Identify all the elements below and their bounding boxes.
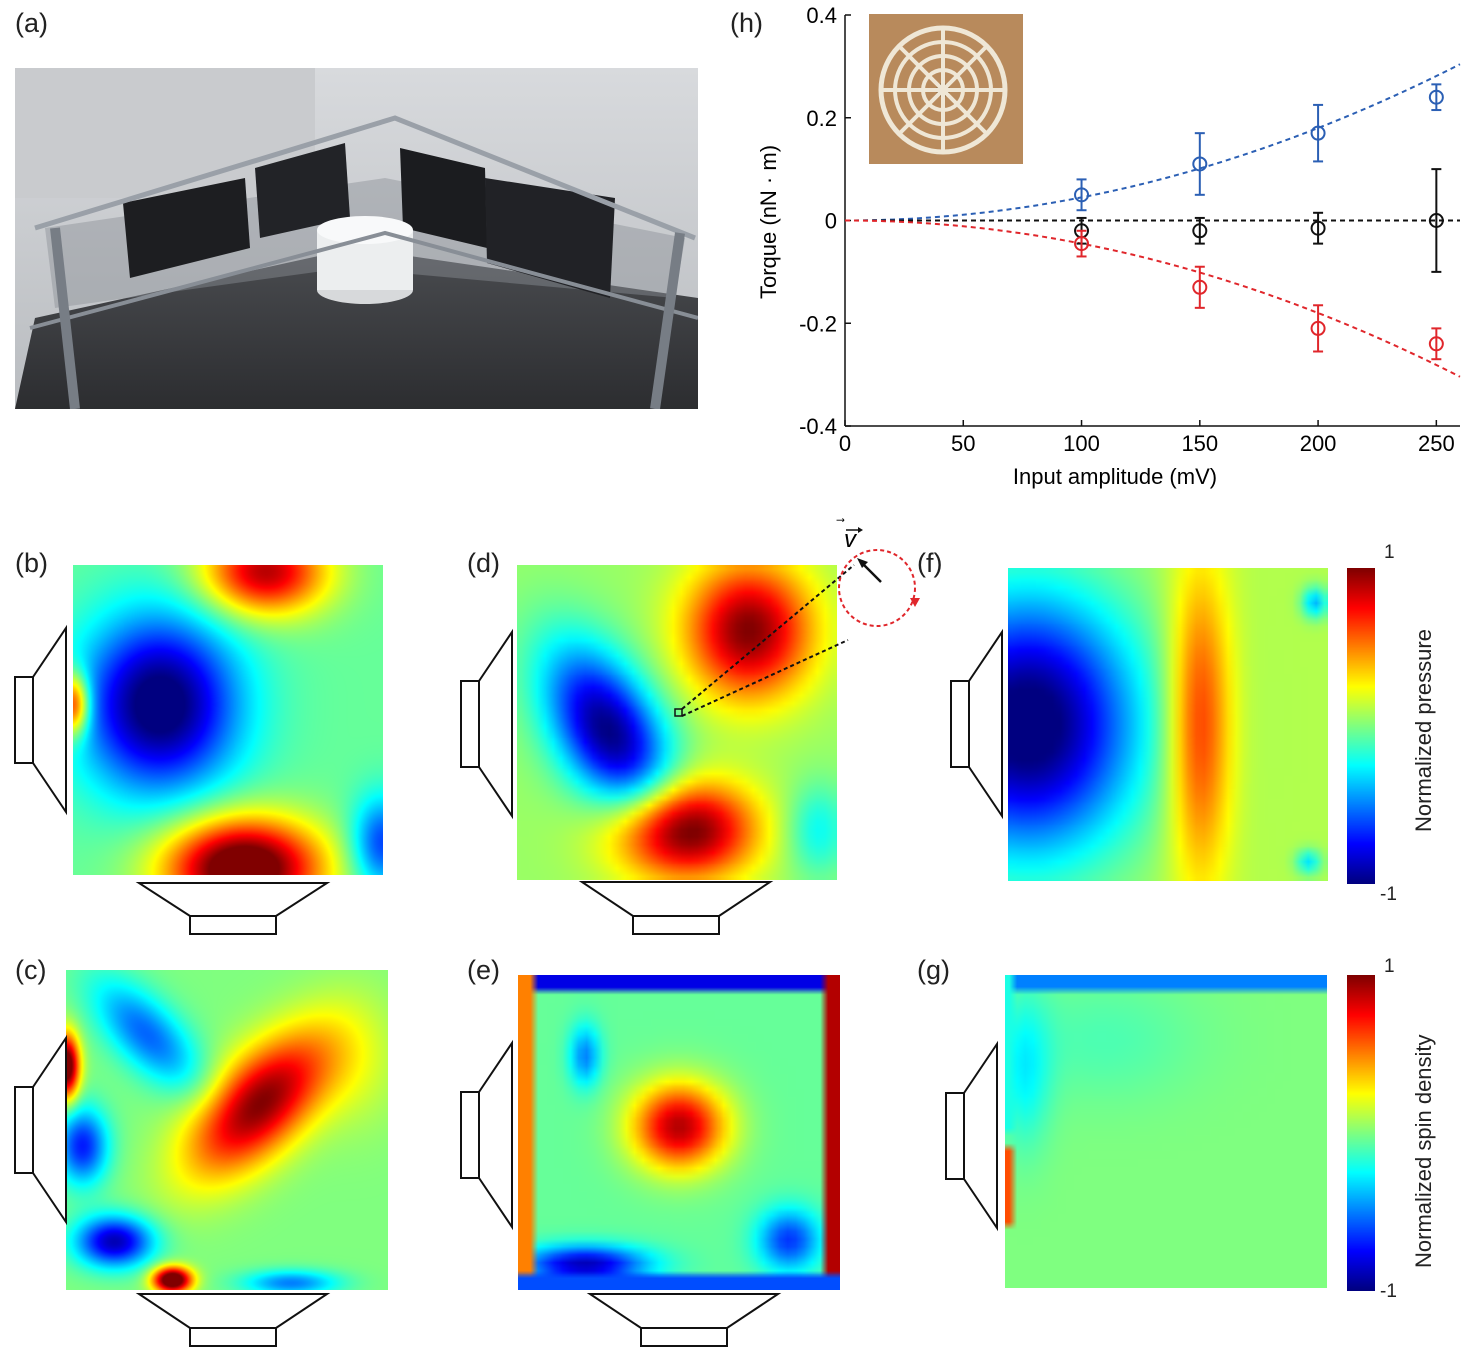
speaker-bottom-c [189, 1327, 277, 1347]
speaker-left-e [460, 1091, 480, 1179]
pressure-colorbar-min: -1 [1380, 884, 1397, 905]
pressure-colorbar [1347, 568, 1375, 884]
data-point [1192, 223, 1208, 239]
speaker-cone-bottom-d [578, 881, 774, 917]
rotor-inset-photo [869, 14, 1023, 164]
data-point [1310, 125, 1326, 141]
spin-colorbar [1347, 975, 1375, 1291]
spin-colorbar-min: -1 [1380, 1281, 1397, 1302]
y-tick-label: -0.2 [799, 311, 837, 336]
speaker-cone-bottom-b [135, 882, 331, 917]
speaker-cone-left-e [478, 1039, 513, 1231]
speaker-left-b [14, 676, 34, 764]
y-tick-label: 0 [825, 209, 837, 234]
speaker-cone-left-g [963, 1040, 998, 1232]
speaker-left-g [945, 1092, 965, 1180]
panel-label-c: (c) [15, 955, 47, 985]
panel-label-f: (f) [917, 548, 943, 578]
rotation-circle [838, 549, 916, 627]
spin-colorbar-label: Normalized spin density [1411, 1034, 1436, 1268]
x-tick-label: 150 [1181, 431, 1218, 456]
speaker-bottom-e [640, 1327, 728, 1347]
torque-chart: 0 50 100 150 200 250 -0.4 -0.2 0 0.2 0.4 Input amp… [756, 3, 1461, 489]
panel-label-e: (e) [467, 955, 500, 985]
pressure-colorbar-max: 1 [1384, 542, 1395, 563]
speaker-bottom-d [632, 915, 720, 935]
data-point [1310, 220, 1326, 236]
data-point [1428, 213, 1444, 228]
panel-label-h: (h) [730, 8, 763, 38]
pressure-map-simulation [73, 565, 383, 875]
x-tick-label: 0 [839, 431, 851, 456]
speaker-cone-bottom-e [586, 1293, 782, 1329]
probe-zoom-annotation [674, 549, 920, 717]
x-tick-label: 100 [1063, 431, 1100, 456]
speaker-cone-left-b [32, 624, 67, 816]
y-axis-label: Torque (nN · m) [756, 145, 781, 299]
speaker-cone-bottom-c [135, 1293, 331, 1329]
data-point [1192, 279, 1208, 295]
data-point [1310, 320, 1326, 336]
speaker-left-c [14, 1086, 34, 1174]
speaker-left-d [460, 680, 480, 768]
y-tick-label: -0.4 [799, 414, 837, 439]
speaker-cone-left-d [478, 628, 513, 820]
speaker-cone-left-c [32, 1034, 67, 1226]
panel-label-g: (g) [917, 955, 950, 985]
x-axis-label: Input amplitude (mV) [1013, 464, 1217, 489]
panel-label-b: (b) [15, 548, 48, 578]
pressure-map-measured-static [1008, 568, 1328, 881]
fit-curve [844, 63, 1461, 222]
rotation-arrow-icon [910, 598, 920, 607]
spin-colorbar-max: 1 [1384, 956, 1395, 977]
spin-map-measured-static [1005, 975, 1327, 1288]
speaker-left-f [950, 680, 970, 768]
vector-arrow-icon: ⃗ [836, 518, 845, 522]
data-point [1074, 187, 1090, 203]
data-point [1428, 89, 1444, 105]
velocity-label: v [844, 526, 858, 553]
x-tick-label: 50 [951, 431, 975, 456]
data-point [1428, 336, 1444, 352]
setup-photo [15, 68, 698, 409]
spin-map-measured-rotating [518, 975, 840, 1290]
pressure-map-measured-rotating [517, 565, 837, 880]
x-tick-label: 200 [1300, 431, 1337, 456]
fit-curve [844, 219, 1461, 378]
x-tick-label: 250 [1418, 431, 1455, 456]
y-tick-label: 0.4 [806, 3, 837, 28]
panel-label-a: (a) [15, 8, 48, 38]
y-tick-label: 0.2 [806, 106, 837, 131]
panel-label-d: (d) [467, 548, 500, 578]
spin-map-simulation [66, 970, 388, 1290]
speaker-bottom-b [189, 915, 277, 935]
data-point [1192, 156, 1208, 172]
pressure-colorbar-label: Normalized pressure [1411, 629, 1436, 832]
speaker-cone-left-f [968, 628, 1003, 820]
data-point [1074, 236, 1090, 252]
